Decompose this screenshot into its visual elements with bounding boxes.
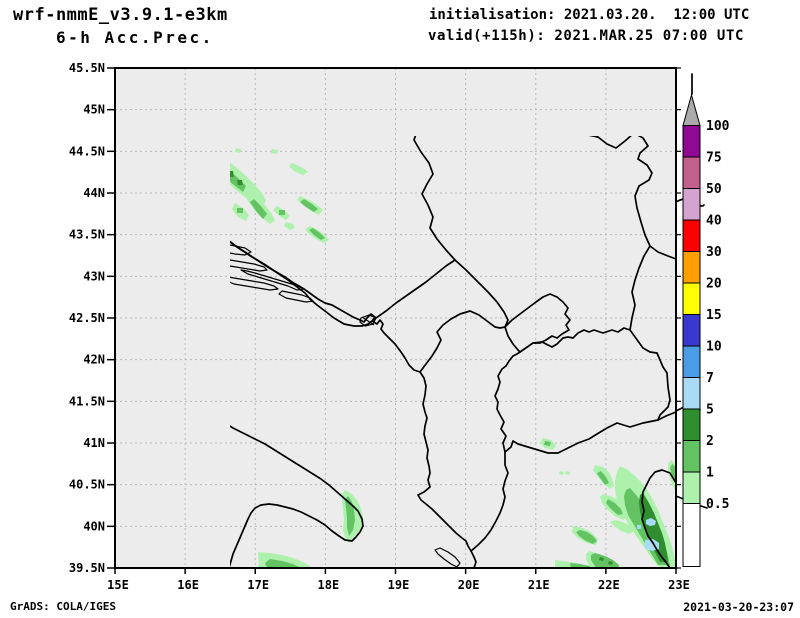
lake-skadar [359,314,377,327]
island-mljet [278,290,314,303]
lat-label: 45N [83,103,105,117]
colorbar-tick-label: 75 [706,151,722,166]
colorbar-tick-label: 30 [706,245,722,260]
lat-label: 41N [83,436,105,450]
border-montenegro-albania [419,310,506,373]
lat-label: 44.5N [69,144,105,158]
colorbar-segment [682,345,701,378]
lat-label: 40.5N [69,478,105,492]
colorbar-segment [682,377,701,410]
lat-label: 42N [83,353,105,367]
island-korcula [230,276,279,291]
border-macedonia-east [629,329,671,421]
colorbar-segment [682,251,701,284]
lat-label: 41.5N [69,394,105,408]
colorbar-segment [682,282,701,315]
lon-label: 23E [668,578,690,592]
valid-time: valid(+115h): 2021.MAR.25 07:00 UTC [428,28,745,44]
initialisation-time: initialisation: 2021.03.20. 12:00 UTC [429,7,750,23]
colorbar-segment [682,471,701,504]
coastlines-borders [230,136,677,569]
border-macedonia-greece [504,419,659,454]
colorbar-tick-label: 20 [706,277,722,292]
lon-label: 18E [318,578,340,592]
island-corfu [434,547,461,568]
border-serbia-bulgaria [629,245,651,331]
border-albania-macedonia [494,351,521,453]
colorbar-tick-label: 50 [706,182,722,197]
colorbar-segment [682,125,701,158]
colorbar-tick-label: 0.5 [706,497,729,512]
colorbar-tick-label: 10 [706,340,722,355]
border-greece-albania [470,451,509,552]
lat-label: 42.5N [69,311,105,325]
colorbar-segment [682,219,701,252]
colorbar-segment [682,503,701,567]
border-serbia-romania [588,136,677,260]
coast-adriatic-east [230,241,477,569]
lon-label: 19E [388,578,410,592]
product-title: 6-h Acc.Prec. [56,28,214,47]
lon-label: 20E [458,578,480,592]
colorbar-tick-label: 2 [706,434,714,449]
coast-greece-aegean [641,469,677,569]
border-montenegro-serbia [454,259,509,328]
lat-label: 45.5N [69,61,105,75]
colorbar-segment [682,314,701,347]
border-macedonia-north [519,327,631,353]
border-croatia-bosnia-west [230,240,363,327]
island-hvar [230,259,268,272]
colorbar-tick-label: 1 [706,466,714,481]
lon-label: 17E [247,578,269,592]
peninsula-peljesac [240,269,305,291]
colorbar-segment [682,156,701,189]
colorbar-tick-label: 7 [706,371,714,386]
colorbar-tick-label: 5 [706,403,714,418]
colorbar-tick-label: 40 [706,214,722,229]
model-title: wrf-nmmE_v3.9.1-e3km [13,5,228,25]
axis-labels: 45.5N 45N 44.5N 44N 43.5N 43N 42.5N 42N 41.5N 41N… [69,61,690,592]
island-brac [230,244,252,256]
creation-timestamp: 2021-03-20-23:07 [683,600,794,614]
precip-light [230,148,676,568]
border-greece-bulgaria [657,411,677,421]
graticule-gridlines [115,68,676,568]
border-kosovo [504,293,571,353]
lat-label: 40N [83,519,105,533]
grads-credit: GrADS: COLA/IGES [10,600,116,613]
lon-label: 21E [528,578,550,592]
colorbar-tick-label: 15 [706,308,722,323]
lon-label: 15E [107,578,129,592]
lat-label: 44N [83,186,105,200]
lon-label: 22E [598,578,620,592]
colorbar-segment [682,440,701,473]
lat-label: 39.5N [69,561,105,575]
lon-label: 16E [177,578,199,592]
colorbar-overflow-arrow [682,93,701,126]
colorbar-segment [682,188,701,221]
lat-label: 43.5N [69,228,105,242]
coast-italy-adriatic [230,425,364,568]
border-drina [413,136,456,261]
colorbar-tick-label: 100 [706,119,730,134]
colorbar-segment [682,408,701,441]
map-frame [114,67,677,569]
lat-label: 43N [83,269,105,283]
